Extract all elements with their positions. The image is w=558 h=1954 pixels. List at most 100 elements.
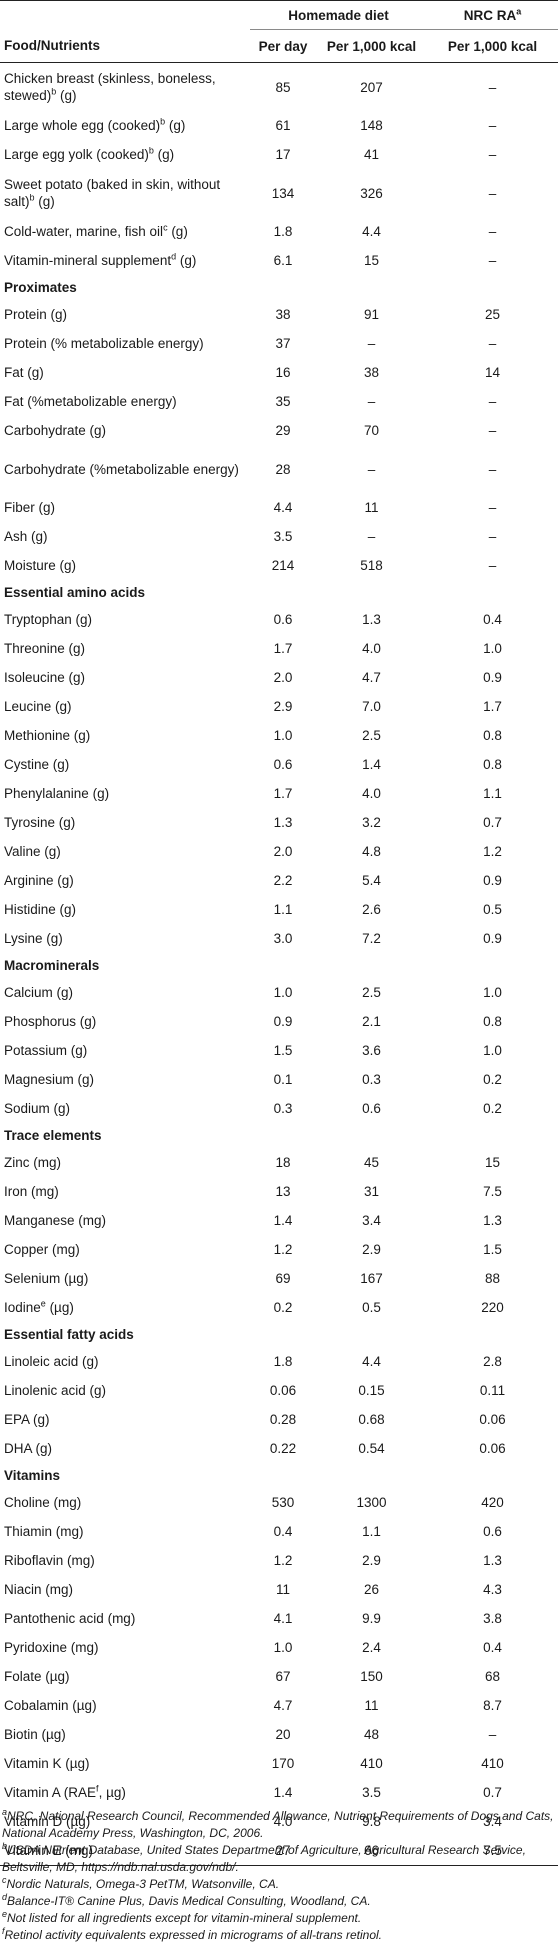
table-row: Cystine (g) 0.6 1.4 0.8 [0, 750, 558, 779]
nrc-value: 0.9 [483, 670, 502, 685]
per-day-value: 1.1 [273, 902, 293, 917]
table-row: Pantothenic acid (mg) 4.1 9.9 3.8 [0, 1604, 558, 1633]
nutrient-label: Fat (%metabolizable energy) [0, 387, 250, 416]
per-1000-kcal-value: 1.1 [362, 1524, 381, 1539]
nutrient-label: Biotin (µg) [0, 1720, 250, 1749]
section-header-row: Macrominerals [0, 953, 558, 978]
per-day-value: 1.4 [273, 1213, 293, 1228]
nrc-value: 0.9 [483, 873, 502, 888]
per-day-value: 2.0 [273, 670, 293, 685]
nutrient-name: Carbohydrate (%metabolizable energy) [4, 461, 239, 477]
nutrient-name: Methionine (g) [4, 728, 91, 743]
per-1000-kcal-value: 45 [363, 1155, 380, 1170]
nutrient-label: Carbohydrate (g) [0, 416, 250, 445]
table-row: Moisture (g) 214 518 – [0, 551, 558, 580]
per-1000-kcal-value: 1300 [356, 1495, 387, 1510]
section-header-row: Proximates [0, 275, 558, 300]
nrc-ra-footnote-mark: a [516, 6, 522, 16]
nrc-value: 1.5 [483, 1242, 502, 1257]
nutrient-label: Isoleucine (g) [0, 663, 250, 692]
per-day-value: 1.3 [273, 815, 293, 830]
nrc-value: 1.3 [483, 1553, 502, 1568]
nutrient-name: Riboflavin (mg) [4, 1553, 95, 1568]
per-1000-kcal-value: 2.9 [362, 1242, 381, 1257]
footnote: fRetinol activity equivalents expressed … [0, 1927, 558, 1944]
table-row: Pyridoxine (mg) 1.0 2.4 0.4 [0, 1633, 558, 1662]
nutrient-name: Copper (mg) [4, 1242, 80, 1257]
per-1000-kcal-value: 326 [360, 185, 383, 201]
per-day-header: Per day [250, 29, 316, 63]
per-1000-kcal-value: 3.4 [362, 1213, 381, 1228]
nrc-value: 1.2 [483, 844, 502, 859]
nutrient-label: Pyridoxine (mg) [0, 1633, 250, 1662]
per-day-value: 0.4 [273, 1524, 293, 1539]
table-row: Tyrosine (g) 1.3 3.2 0.7 [0, 808, 558, 837]
nrc-value: 420 [481, 1495, 504, 1510]
per-1000-kcal-value: 9.9 [362, 1611, 381, 1626]
footnote-mark: f [2, 1926, 5, 1936]
nrc-value: – [488, 423, 497, 438]
section-header-row: Trace elements [0, 1123, 558, 1148]
per-day-value: 1.2 [273, 1553, 293, 1568]
per-1000-kcal-value: 9.8 [362, 1814, 381, 1829]
per-day-value: 37 [275, 336, 291, 351]
table-row: Fiber (g) 4.4 11 – [0, 493, 558, 522]
nutrient-name: Thiamin (mg) [4, 1524, 84, 1539]
nutrient-name: Biotin (µg) [4, 1727, 66, 1742]
footnote-text: Balance-IT® Canine Plus, Davis Medical C… [7, 1894, 371, 1908]
per-1000-kcal-value: 7.2 [362, 931, 381, 946]
nutrient-label: Lysine (g) [0, 924, 250, 953]
per-1000-kcal-value: 0.15 [358, 1383, 385, 1398]
nutrient-name: Iron (mg) [4, 1184, 59, 1199]
nutrient-label: Chicken breast (skinless, boneless, stew… [0, 63, 250, 112]
nrc-value: 410 [481, 1756, 504, 1771]
per-1000-kcal-value: 518 [360, 558, 383, 573]
per-1000-kcal-value: 38 [363, 365, 380, 380]
nutrient-name: Tryptophan (g) [4, 612, 93, 627]
nutrient-table: Homemade diet NRC RAa Food/Nutrients Per… [0, 0, 558, 1866]
table-row: Isoleucine (g) 2.0 4.7 0.9 [0, 663, 558, 692]
nutrient-label: Niacin (mg) [0, 1575, 250, 1604]
nutrient-label: Tyrosine (g) [0, 808, 250, 837]
nrc-value: – [488, 118, 497, 133]
per-1000-kcal-value: – [367, 461, 376, 477]
table-row: Protein (g) 38 91 25 [0, 300, 558, 329]
table-row: Folate (µg) 67 150 68 [0, 1662, 558, 1691]
per-day-value: 3.5 [273, 529, 293, 544]
footnote-text: Nordic Naturals, Omega-3 PetTM, Watsonvi… [6, 1877, 280, 1891]
table-row: EPA (g) 0.28 0.68 0.06 [0, 1405, 558, 1434]
table-row: Leucine (g) 2.9 7.0 1.7 [0, 692, 558, 721]
nutrient-name: Valine (g) [4, 844, 61, 859]
nutrient-name: Cobalamin (µg) [4, 1698, 97, 1713]
nrc-value: – [488, 394, 497, 409]
table-row: Lysine (g) 3.0 7.2 0.9 [0, 924, 558, 953]
nrc-value: 1.7 [483, 699, 502, 714]
per-day-value: 20 [275, 1727, 291, 1742]
nutrient-label: DHA (g) [0, 1434, 250, 1463]
per-1000-kcal-value: 3.2 [362, 815, 381, 830]
table-row: Vitamin A (RAEf, µg) 1.4 3.5 0.7 [0, 1778, 558, 1807]
per-day-value: 13 [275, 1184, 291, 1199]
per-day-value: 0.2 [273, 1300, 293, 1315]
footnote: bUSDA Nutrient Database, United States D… [0, 1842, 558, 1876]
per-day-value: 29 [275, 423, 291, 438]
table-row: Magnesium (g) 0.1 0.3 0.2 [0, 1065, 558, 1094]
per-day-value: 0.22 [269, 1441, 297, 1456]
nrc-value: 0.4 [483, 612, 502, 627]
per-1000-kcal-header: Per 1,000 kcal [316, 29, 427, 63]
nrc-ra-label: NRC RA [463, 7, 517, 23]
nutrient-label: Vitamin-mineral supplementd (g) [0, 246, 250, 275]
per-1000-kcal-value: – [367, 529, 376, 544]
nutrient-label: Cystine (g) [0, 750, 250, 779]
nutrient-label: Copper (mg) [0, 1235, 250, 1264]
nrc-value: 25 [484, 307, 501, 322]
nutrient-label: Fiber (g) [0, 493, 250, 522]
header-sub-row: Food/Nutrients Per day Per 1,000 kcal Pe… [0, 29, 558, 63]
per-1000-kcal-value: 167 [360, 1271, 383, 1286]
per-day-value: 27 [250, 1836, 316, 1866]
nrc-value: – [488, 185, 497, 201]
per-1000-kcal-value: 4.7 [362, 670, 381, 685]
footnote-mark: b [160, 116, 166, 127]
nutrient-name: Fat (g) [4, 365, 44, 380]
nrc-value: – [488, 500, 497, 515]
